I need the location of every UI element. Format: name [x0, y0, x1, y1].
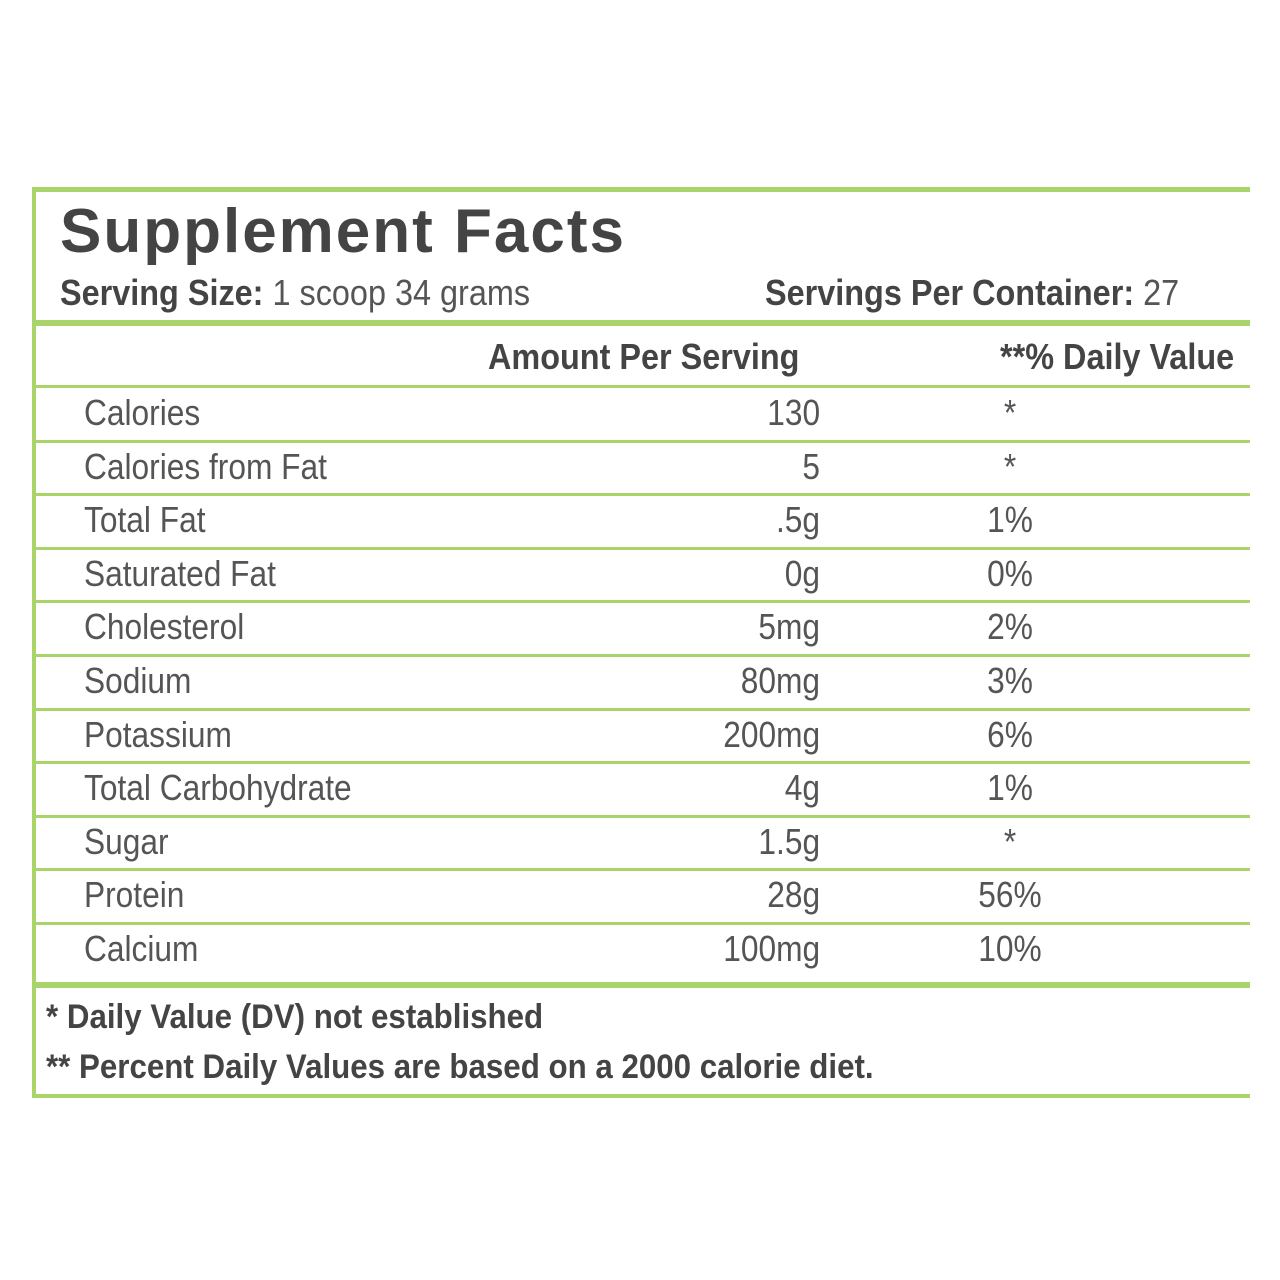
- row-rule: [32, 546, 1250, 550]
- row-label: Cholesterol: [84, 606, 245, 648]
- serving-size: Serving Size: 1 scoop 34 grams: [60, 272, 530, 314]
- row-rule: [32, 761, 1250, 765]
- bottom-rule: [32, 1094, 1250, 1098]
- row-rule: [32, 707, 1250, 711]
- row-label: Calcium: [84, 928, 199, 969]
- column-header: Amount Per Serving: [488, 336, 800, 377]
- row-amount: .5g: [775, 499, 820, 541]
- row-rule: [32, 493, 1250, 497]
- row-daily-value: 56%: [978, 874, 1042, 916]
- row-label: Total Carbohydrate: [84, 767, 352, 809]
- row-rule: [32, 600, 1250, 604]
- row-daily-value: 0%: [987, 552, 1033, 594]
- row-label: Total Fat: [84, 499, 206, 541]
- row-label: Sugar: [84, 820, 169, 862]
- table-end-rule: [32, 982, 1250, 988]
- row-daily-value: 3%: [987, 660, 1033, 701]
- column-rule: [32, 385, 1250, 388]
- header-rule: [32, 320, 1250, 326]
- left-border: [32, 188, 36, 1098]
- row-rule: [32, 922, 1250, 925]
- row-amount: 80mg: [740, 660, 820, 701]
- footnote: * Daily Value (DV) not established: [46, 998, 544, 1036]
- row-label: Calories: [84, 392, 201, 433]
- row-amount: 100mg: [723, 928, 820, 969]
- row-daily-value: *: [1003, 820, 1017, 862]
- row-rule: [32, 868, 1250, 872]
- row-rule: [32, 654, 1250, 657]
- row-daily-value: *: [1003, 445, 1017, 487]
- row-amount: 28g: [767, 874, 820, 916]
- serving-size-label: Serving Size:: [60, 272, 264, 313]
- servings-value: 27: [1143, 272, 1180, 313]
- row-daily-value: 1%: [987, 499, 1033, 541]
- row-label: Potassium: [84, 713, 232, 755]
- row-amount: 0g: [784, 552, 820, 594]
- footnote: ** Percent Daily Values are based on a 2…: [46, 1048, 874, 1086]
- top-rule: [32, 187, 1250, 192]
- row-daily-value: 10%: [978, 928, 1042, 969]
- row-daily-value: 1%: [987, 767, 1033, 809]
- row-amount: 200mg: [723, 713, 820, 755]
- row-label: Calories from Fat: [84, 445, 327, 487]
- servings-label: Servings Per Container:: [765, 272, 1135, 313]
- row-label: Sodium: [84, 660, 192, 701]
- row-daily-value: *: [1003, 392, 1017, 433]
- row-daily-value: 6%: [987, 713, 1033, 755]
- row-amount: 5mg: [758, 606, 820, 648]
- row-amount: 4g: [784, 767, 820, 809]
- row-amount: 1.5g: [758, 820, 820, 862]
- row-label: Protein: [84, 874, 185, 916]
- serving-size-value: 1 scoop 34 grams: [272, 272, 531, 313]
- row-rule: [32, 814, 1250, 818]
- row-amount: 130: [767, 392, 820, 433]
- row-amount: 5: [802, 445, 820, 487]
- title: Supplement Facts: [60, 197, 626, 266]
- row-rule: [32, 439, 1250, 443]
- row-label: Saturated Fat: [84, 552, 276, 594]
- row-daily-value: 2%: [987, 606, 1033, 648]
- servings-per-container: Servings Per Container: 27: [765, 272, 1179, 314]
- column-header: **% Daily Value: [999, 336, 1234, 377]
